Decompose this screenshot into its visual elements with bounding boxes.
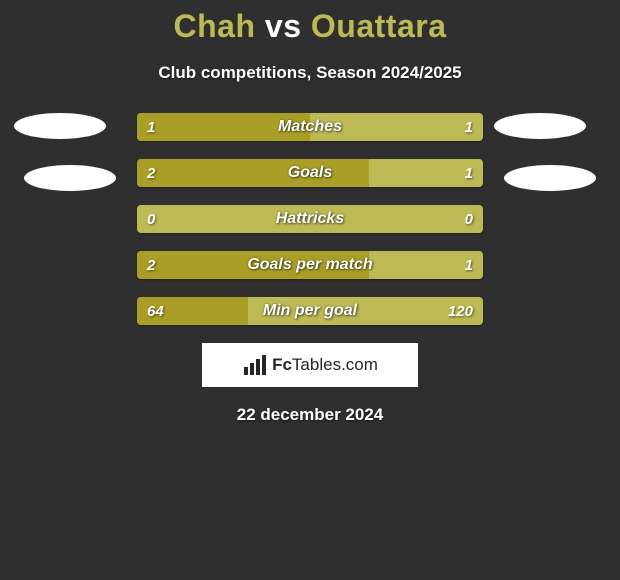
stats-bars: 1 Matches 1 2 Goals 1 0 Hattricks 0 2 Go…: [137, 113, 483, 325]
bar-metric-label: Goals per match: [137, 251, 483, 279]
subtitle: Club competitions, Season 2024/2025: [0, 63, 620, 83]
comparison-content: 1 Matches 1 2 Goals 1 0 Hattricks 0 2 Go…: [0, 113, 620, 425]
title-vs: vs: [265, 8, 302, 44]
bar-metric-label: Min per goal: [137, 297, 483, 325]
bar-metric-label: Goals: [137, 159, 483, 187]
player1-photo-placeholder-bot: [24, 165, 116, 191]
player2-photo-placeholder-bot: [504, 165, 596, 191]
bar-row-hattricks: 0 Hattricks 0: [137, 205, 483, 233]
brand-badge: FcTables.com: [202, 343, 418, 387]
player2-photo-placeholder-top: [494, 113, 586, 139]
brand-text: FcTables.com: [272, 355, 378, 375]
bar-row-min-per-goal: 64 Min per goal 120: [137, 297, 483, 325]
bar-metric-label: Hattricks: [137, 205, 483, 233]
bar-right-value: 120: [448, 297, 473, 325]
player1-photo-placeholder-top: [14, 113, 106, 139]
bar-metric-label: Matches: [137, 113, 483, 141]
bar-row-matches: 1 Matches 1: [137, 113, 483, 141]
bar-row-goals-per-match: 2 Goals per match 1: [137, 251, 483, 279]
title-player2: Ouattara: [311, 8, 447, 44]
bar-right-value: 1: [465, 113, 473, 141]
bar-right-value: 0: [465, 205, 473, 233]
page-title: Chah vs Ouattara: [0, 0, 620, 45]
bar-right-value: 1: [465, 251, 473, 279]
brand-main: Tables: [292, 355, 341, 374]
bar-row-goals: 2 Goals 1: [137, 159, 483, 187]
title-player1: Chah: [174, 8, 256, 44]
bars-icon: [242, 355, 268, 375]
bar-right-value: 1: [465, 159, 473, 187]
brand-suffix: .com: [341, 355, 378, 374]
brand-prefix: Fc: [272, 355, 292, 374]
date-label: 22 december 2024: [0, 405, 620, 425]
